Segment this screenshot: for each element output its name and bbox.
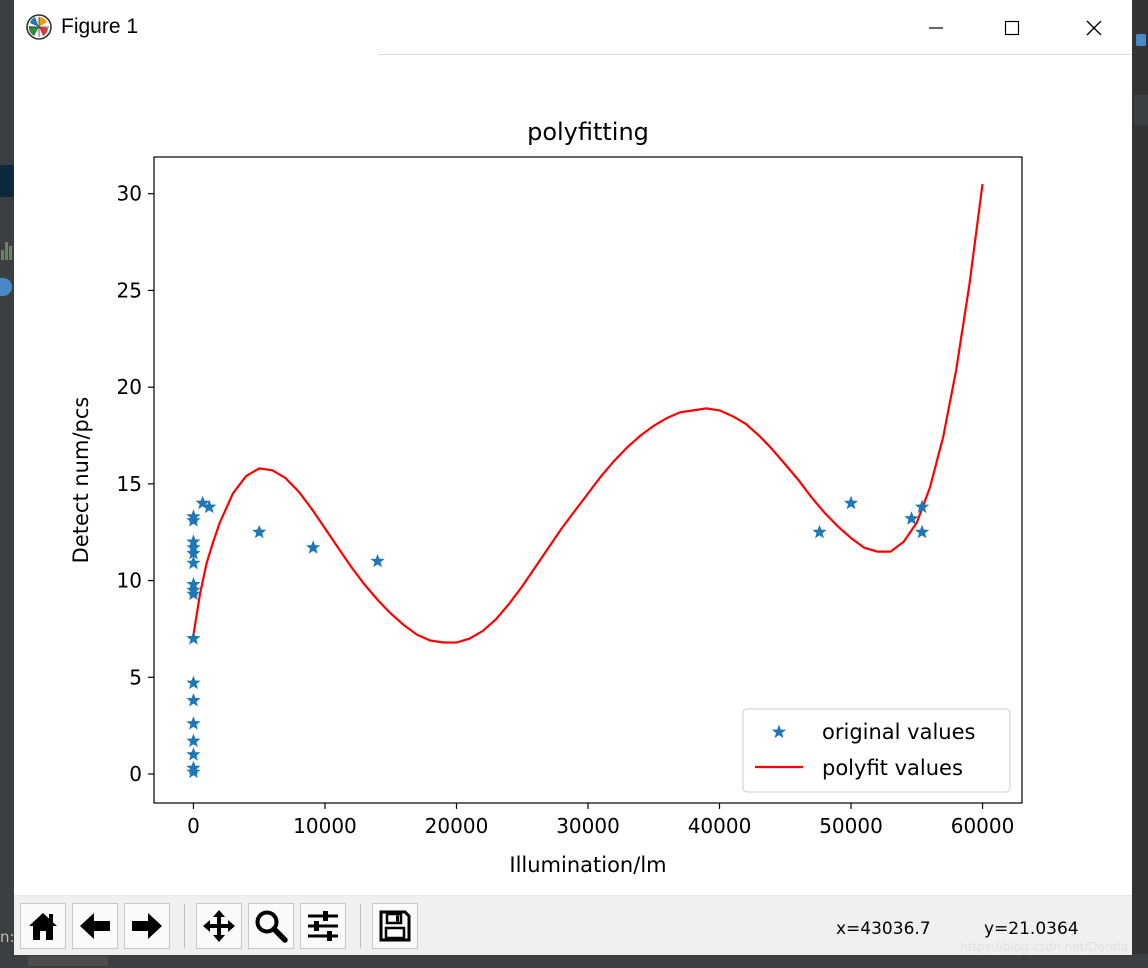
ide-selection-block (0, 165, 14, 197)
pan-button[interactable] (196, 903, 242, 949)
y-tick-label: 20 (117, 375, 142, 399)
forward-button[interactable] (124, 903, 170, 949)
legend-marker-original (771, 724, 787, 739)
data-point-original-11 (186, 555, 201, 570)
data-point-original-5 (186, 692, 201, 707)
y-coordinate-readout: y=21.0364 (984, 919, 1079, 939)
move-icon (203, 910, 235, 942)
matplotlib-logo-icon (26, 14, 52, 40)
y-tick-label: 25 (117, 278, 142, 302)
floppy-disk-icon (379, 910, 411, 942)
axes-frame (153, 156, 1023, 804)
series-line-polyfit (192, 183, 984, 644)
ide-right-gutter (1132, 0, 1148, 968)
x-tick-label: 40000 (688, 814, 752, 838)
data-point-original-19 (252, 524, 267, 539)
data-point-original-17 (195, 495, 210, 510)
data-point-original-25 (914, 499, 930, 514)
arrow-right-icon (132, 913, 162, 939)
data-point-original-24 (904, 511, 919, 525)
save-button[interactable] (372, 903, 418, 949)
ide-panel-block (1134, 95, 1148, 125)
data-point-original-13 (186, 540, 201, 554)
close-button[interactable] (1072, 10, 1116, 46)
chart-title: polyfitting (527, 118, 649, 146)
data-point-original-16 (186, 509, 201, 523)
title-bar: Figure 1 (14, 0, 1132, 55)
magnifier-icon (255, 910, 288, 943)
maximize-button[interactable] (990, 10, 1034, 46)
x-tick-label: 30000 (556, 814, 620, 838)
data-point-original-14 (186, 534, 201, 548)
y-tick-label: 15 (117, 472, 142, 496)
plot-area (186, 183, 984, 779)
legend-label-polyfit: polyfit values (822, 756, 963, 780)
data-point-original-6 (186, 675, 201, 690)
navigation-toolbar (14, 895, 1132, 955)
ide-python-icon (0, 278, 12, 296)
x-tick-label: 50000 (819, 814, 883, 838)
legend-star-icon (771, 724, 787, 739)
back-button[interactable] (72, 903, 118, 949)
y-tick-label: 30 (117, 182, 142, 206)
y-axis: 0 5 10 15 20 25 30 (117, 182, 154, 786)
y-tick-label: 0 (129, 762, 142, 786)
data-point-original-23 (843, 495, 859, 510)
data-point-original-7 (186, 631, 201, 645)
data-point-original-4 (186, 716, 201, 730)
zoom-button[interactable] (248, 903, 294, 949)
plot-canvas[interactable]: polyfitting 0 10000 20000 30000 40000 50000 60… (14, 55, 1132, 895)
x-tick-label: 60000 (951, 814, 1015, 838)
data-point-original-12 (186, 546, 201, 560)
arrow-left-icon (80, 913, 110, 939)
ide-left-gutter: n: (0, 0, 15, 968)
minimize-button[interactable] (914, 10, 958, 46)
x-tick-label: 0 (187, 814, 200, 838)
figure-window: Figure 1 polyfitting 0 10000 20000 30000 400… (14, 0, 1132, 955)
x-tick-label: 10000 (293, 814, 357, 838)
data-point-original-22 (812, 524, 827, 539)
minimize-icon (929, 27, 943, 29)
legend-frame (742, 708, 1011, 793)
data-point-original-21 (370, 553, 385, 568)
y-axis-label: Detect num/pcs (69, 397, 93, 564)
data-point-original-2 (186, 747, 201, 761)
x-coordinate-readout: x=43036.7 (836, 919, 931, 939)
ide-python-icon-right (1136, 34, 1146, 46)
close-icon (1086, 20, 1102, 36)
legend-label-original: original values (822, 720, 975, 744)
home-icon (29, 913, 57, 940)
data-point-original-1 (186, 760, 201, 775)
data-point-original-10 (186, 576, 201, 591)
maximize-icon (1004, 20, 1020, 36)
data-point-original-18 (202, 499, 217, 514)
x-tick-label: 20000 (425, 814, 489, 838)
legend: original values polyfit values (742, 708, 1011, 793)
configure-subplots-button[interactable] (300, 903, 346, 949)
y-tick-label: 5 (129, 665, 142, 689)
data-point-original-9 (186, 582, 201, 597)
ide-bottom-bar (0, 954, 1148, 968)
x-axis: 0 10000 20000 30000 40000 50000 60000 (187, 803, 1014, 838)
window-title: Figure 1 (61, 15, 139, 38)
sliders-icon (308, 911, 338, 941)
home-button[interactable] (20, 903, 66, 949)
watermark: https://blog.csdn.net/Dontla (960, 940, 1128, 954)
ide-leak-text: n: (0, 928, 15, 946)
data-point-original-26 (914, 524, 930, 539)
data-point-original-20 (306, 540, 321, 554)
data-point-original-3 (186, 733, 201, 748)
x-axis-label: Illumination/lm (509, 853, 666, 877)
y-tick-label: 10 (117, 569, 142, 593)
ide-bars-icon (1, 238, 12, 260)
